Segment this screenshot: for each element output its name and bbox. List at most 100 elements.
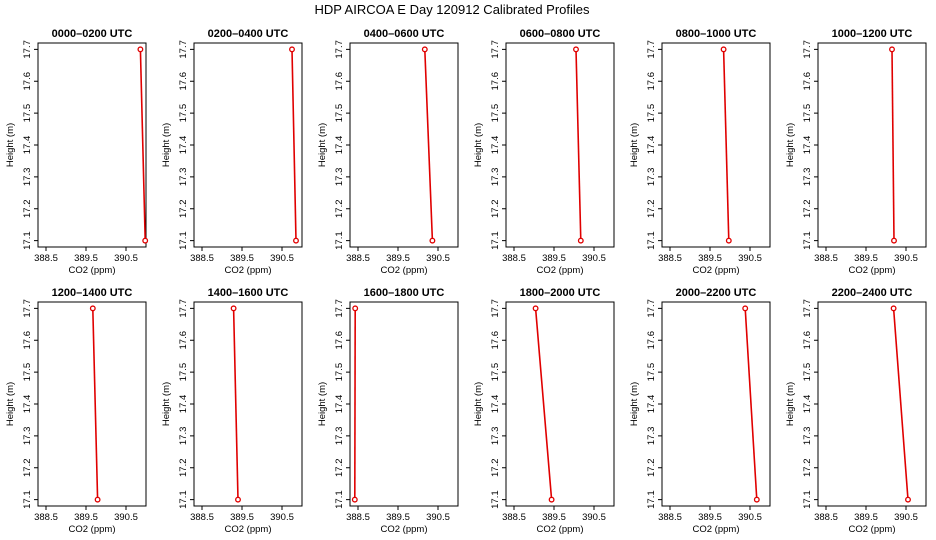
profile-point xyxy=(142,237,149,244)
x-tick-label: 388.5 xyxy=(502,253,526,264)
profile-panel: 0400–0600 UTC 388.5 389.5 390.5 17.1 17.2 17.3… xyxy=(317,28,459,276)
y-tick-label: 17.2 xyxy=(178,459,189,478)
y-tick-label: 17.1 xyxy=(802,231,813,250)
profile-point xyxy=(548,496,555,503)
x-tick-label: 388.5 xyxy=(346,253,370,264)
y-tick-label: 17.3 xyxy=(178,168,189,187)
y-tick-label: 17.6 xyxy=(334,72,345,91)
y-tick-label: 17.5 xyxy=(490,104,501,123)
profile-panel: 0800–1000 UTC 388.5 389.5 390.5 17.1 17.2 17.3… xyxy=(629,28,771,276)
y-tick-label: 17.7 xyxy=(178,299,189,318)
y-tick-label: 17.3 xyxy=(490,168,501,187)
y-tick-label: 17.1 xyxy=(646,231,657,250)
y-tick-label: 17.2 xyxy=(802,459,813,478)
plot-frame xyxy=(349,42,459,248)
plot-frame xyxy=(661,301,771,507)
x-tick-label: 389.5 xyxy=(386,253,410,264)
y-tick-label: 17.5 xyxy=(334,363,345,382)
profile-point xyxy=(532,305,539,312)
y-tick-label: 17.5 xyxy=(22,363,33,382)
y-tick-label: 17.3 xyxy=(802,168,813,187)
panel-title: 1400–1600 UTC xyxy=(208,287,289,299)
x-axis-label: CO2 (ppm) xyxy=(69,265,116,276)
y-axis-label: Height (m) xyxy=(5,382,16,426)
y-tick-label: 17.4 xyxy=(22,136,33,155)
y-tick-label: 17.5 xyxy=(646,104,657,123)
y-tick-label: 17.7 xyxy=(490,299,501,318)
plot-frame xyxy=(37,42,147,248)
x-axis-label: CO2 (ppm) xyxy=(537,265,584,276)
profile-line xyxy=(424,49,434,241)
x-axis-label: CO2 (ppm) xyxy=(849,265,896,276)
y-tick-label: 17.7 xyxy=(334,40,345,59)
x-tick-label: 390.5 xyxy=(582,253,606,264)
y-axis-label: Height (m) xyxy=(629,123,640,167)
profile-panel: 1000–1200 UTC 388.5 389.5 390.5 17.1 17.2 17.3… xyxy=(785,28,927,276)
x-tick-label: 390.5 xyxy=(114,253,138,264)
panels-grid: 0000–0200 UTC 388.5 389.5 390.5 17.1 17.2 17.3… xyxy=(5,28,927,535)
y-tick-label: 17.2 xyxy=(334,200,345,219)
profile-point xyxy=(421,46,428,53)
x-tick-label: 390.5 xyxy=(738,253,762,264)
y-tick-label: 17.6 xyxy=(802,72,813,91)
x-axis-label: CO2 (ppm) xyxy=(225,265,272,276)
x-tick-label: 388.5 xyxy=(346,512,370,523)
plot-frame xyxy=(505,301,615,507)
y-tick-label: 17.7 xyxy=(646,299,657,318)
profile-point xyxy=(137,46,144,53)
y-tick-label: 17.6 xyxy=(646,72,657,91)
x-tick-label: 389.5 xyxy=(230,253,254,264)
x-tick-label: 388.5 xyxy=(34,512,58,523)
x-axis-label: CO2 (ppm) xyxy=(69,524,116,535)
y-tick-label: 17.3 xyxy=(334,168,345,187)
x-tick-label: 389.5 xyxy=(230,512,254,523)
profile-panel: 1600–1800 UTC 388.5 389.5 390.5 17.1 17.2 17.3… xyxy=(317,287,459,535)
y-tick-label: 17.3 xyxy=(802,427,813,446)
x-tick-label: 390.5 xyxy=(894,512,918,523)
x-tick-label: 389.5 xyxy=(698,512,722,523)
profile-panel: 1800–2000 UTC 388.5 389.5 390.5 17.1 17.2 17.3… xyxy=(473,287,615,535)
y-tick-label: 17.5 xyxy=(178,104,189,123)
y-tick-label: 17.6 xyxy=(178,331,189,350)
y-tick-label: 17.6 xyxy=(490,72,501,91)
y-tick-label: 17.5 xyxy=(802,363,813,382)
x-axis-label: CO2 (ppm) xyxy=(225,524,272,535)
profile-point xyxy=(742,305,749,312)
x-tick-label: 390.5 xyxy=(270,512,294,523)
y-tick-label: 17.6 xyxy=(646,331,657,350)
profile-line xyxy=(139,49,146,241)
y-tick-label: 17.7 xyxy=(802,40,813,59)
y-tick-label: 17.3 xyxy=(22,427,33,446)
panel-title: 1200–1400 UTC xyxy=(52,287,133,299)
y-tick-label: 17.4 xyxy=(22,395,33,414)
y-tick-label: 17.7 xyxy=(22,299,33,318)
x-tick-label: 389.5 xyxy=(74,512,98,523)
y-tick-label: 17.3 xyxy=(22,168,33,187)
x-tick-label: 388.5 xyxy=(190,512,214,523)
y-tick-label: 17.1 xyxy=(178,231,189,250)
panel-title: 0600–0800 UTC xyxy=(520,28,601,40)
profile-point xyxy=(573,46,579,53)
x-tick-label: 388.5 xyxy=(658,253,682,264)
y-axis-label: Height (m) xyxy=(317,123,328,167)
x-tick-label: 388.5 xyxy=(190,253,214,264)
y-axis-label: Height (m) xyxy=(161,382,172,426)
profile-point xyxy=(720,46,727,53)
panel-title: 0200–0400 UTC xyxy=(208,28,289,40)
profile-point xyxy=(89,305,96,312)
x-tick-label: 390.5 xyxy=(270,253,294,264)
profile-line xyxy=(575,49,582,241)
profile-point xyxy=(429,237,436,244)
plot-frame xyxy=(193,42,303,248)
y-axis-label: Height (m) xyxy=(317,382,328,426)
profile-point xyxy=(725,237,732,244)
y-tick-label: 17.2 xyxy=(490,459,501,478)
y-tick-label: 17.4 xyxy=(490,395,501,414)
y-tick-label: 17.4 xyxy=(490,136,501,155)
x-tick-label: 390.5 xyxy=(426,512,450,523)
y-axis-label: Height (m) xyxy=(161,123,172,167)
profile-point xyxy=(94,496,101,503)
x-tick-label: 389.5 xyxy=(542,512,566,523)
profile-point xyxy=(293,237,299,244)
